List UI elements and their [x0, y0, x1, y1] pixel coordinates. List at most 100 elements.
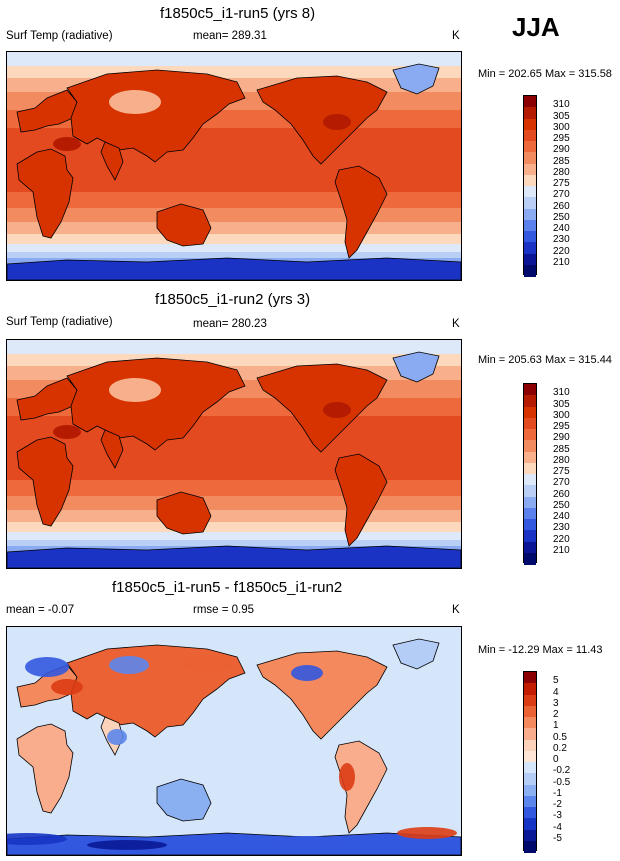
land-antarctica — [7, 545, 461, 568]
panel-difference: f1850c5_i1-run5 - f1850c5_i1-run2 mean =… — [0, 576, 620, 861]
land-australia — [156, 778, 212, 822]
temperature-band — [7, 52, 461, 66]
colorbar-tick-label: -2 — [553, 799, 562, 810]
colorbar-tick-label: 270 — [553, 189, 570, 201]
colorbar-tick-label: -3 — [553, 810, 562, 822]
colorbar-box — [524, 762, 536, 774]
colorbar-tick-label: 275 — [553, 178, 570, 189]
temperature-band — [7, 532, 461, 540]
land-australia — [156, 203, 212, 247]
map-svg — [7, 52, 461, 280]
colorbar-box — [524, 406, 536, 419]
colorbar-box — [524, 818, 536, 830]
colorbar-box — [524, 541, 536, 554]
anomaly-patch — [51, 679, 83, 695]
panel-title: f1850c5_i1-run2 (yrs 3) — [155, 291, 311, 308]
colorbar-box — [524, 253, 536, 266]
temperature-band — [7, 480, 461, 496]
mean-label: mean = -0.07 — [6, 604, 75, 616]
temperature-band — [7, 540, 461, 546]
colorbar-box — [524, 773, 536, 785]
colorbar-tick-label: 240 — [553, 223, 570, 234]
map-svg — [7, 627, 461, 855]
variable-label: Surf Temp (radiative) — [6, 30, 113, 42]
mean-label: mean= 289.31 — [193, 30, 267, 42]
colorbar-box — [524, 462, 536, 475]
anomaly-patch — [291, 665, 323, 681]
colorbar-box — [524, 739, 536, 752]
map-svg — [7, 340, 461, 568]
colorbar-tick-label: 305 — [553, 398, 570, 410]
land-greenland — [392, 638, 440, 670]
colorbar-box — [524, 530, 536, 542]
colorbar-box — [524, 429, 536, 441]
colorbar-box — [524, 728, 536, 740]
colorbar-box — [524, 694, 536, 707]
difference-map — [6, 626, 462, 856]
panel-title: f1850c5_i1-run5 - f1850c5_i1-run2 — [112, 579, 343, 596]
colorbar-box — [524, 496, 536, 509]
colorbar-tick-label: 2 — [553, 709, 559, 720]
colorbar-box — [524, 451, 536, 464]
colorbar-box — [524, 107, 536, 119]
colorbar-box — [524, 784, 536, 797]
colorbar-tick-label: 5 — [553, 675, 559, 687]
land-india — [100, 429, 124, 469]
colorbar-box — [524, 795, 536, 808]
na-hot-patch — [323, 114, 351, 130]
colorbar-tick-label: 310 — [553, 99, 570, 111]
temperature-map — [6, 339, 462, 569]
colorbar-tick-label: 305 — [553, 110, 570, 122]
temperature-band — [7, 354, 461, 366]
temperature-band — [7, 244, 461, 252]
sahara-hot-patch — [53, 425, 81, 439]
colorbar-box — [524, 417, 536, 430]
colorbar-tick-label: 220 — [553, 245, 570, 257]
colorbar-box — [524, 519, 536, 531]
colorbar-box — [524, 507, 536, 520]
anomaly-patch — [267, 836, 347, 846]
colorbar-box — [524, 163, 536, 176]
anomaly-patch — [7, 833, 67, 845]
colorbar-tick-label: 280 — [553, 166, 570, 178]
colorbar-tick-label: 275 — [553, 466, 570, 477]
land-australia — [156, 491, 212, 535]
units-label: K — [452, 604, 460, 616]
colorbar-tick-label: -1 — [553, 787, 562, 799]
panel-run5: f1850c5_i1-run5 (yrs 8) Surf Temp (radia… — [0, 0, 620, 290]
rmse-label: rmse = 0.95 — [193, 604, 255, 616]
temperature-band — [7, 496, 461, 510]
land-antarctica — [7, 832, 461, 855]
colorbar-tick-label: 300 — [553, 409, 570, 421]
colorbar-box — [524, 152, 536, 164]
colorbar-box — [524, 384, 536, 396]
temperature-band — [7, 222, 461, 234]
colorbar-box — [524, 174, 536, 187]
colorbar-box — [524, 829, 536, 842]
anomaly-patch — [339, 763, 355, 791]
colorbar-tick-label: 310 — [553, 387, 570, 399]
colorbar — [523, 671, 537, 853]
temperature-band — [7, 66, 461, 78]
land-south-america — [334, 453, 388, 547]
tibet-cool-patch — [109, 378, 161, 402]
colorbar-tick-label: 0.5 — [553, 731, 567, 743]
colorbar-tick-label: 295 — [553, 133, 570, 144]
colorbar — [523, 95, 537, 277]
colorbar-tick-label: 3 — [553, 697, 559, 709]
units-label: K — [452, 318, 460, 330]
colorbar-tick-label: -0.5 — [553, 776, 571, 788]
colorbar-box — [524, 672, 536, 684]
colorbar-box — [524, 186, 536, 198]
colorbar-tick-label: 290 — [553, 144, 570, 156]
sahara-hot-patch — [53, 137, 81, 151]
temperature-map — [6, 51, 462, 281]
colorbar — [523, 383, 537, 565]
anomaly-patch — [25, 657, 69, 677]
colorbar-tick-label: 260 — [553, 200, 570, 212]
temperature-band — [7, 208, 461, 222]
colorbar-tick-label: 0 — [553, 754, 559, 765]
temperature-band — [7, 252, 461, 258]
colorbar-box — [524, 219, 536, 232]
colorbar-box — [524, 840, 536, 853]
